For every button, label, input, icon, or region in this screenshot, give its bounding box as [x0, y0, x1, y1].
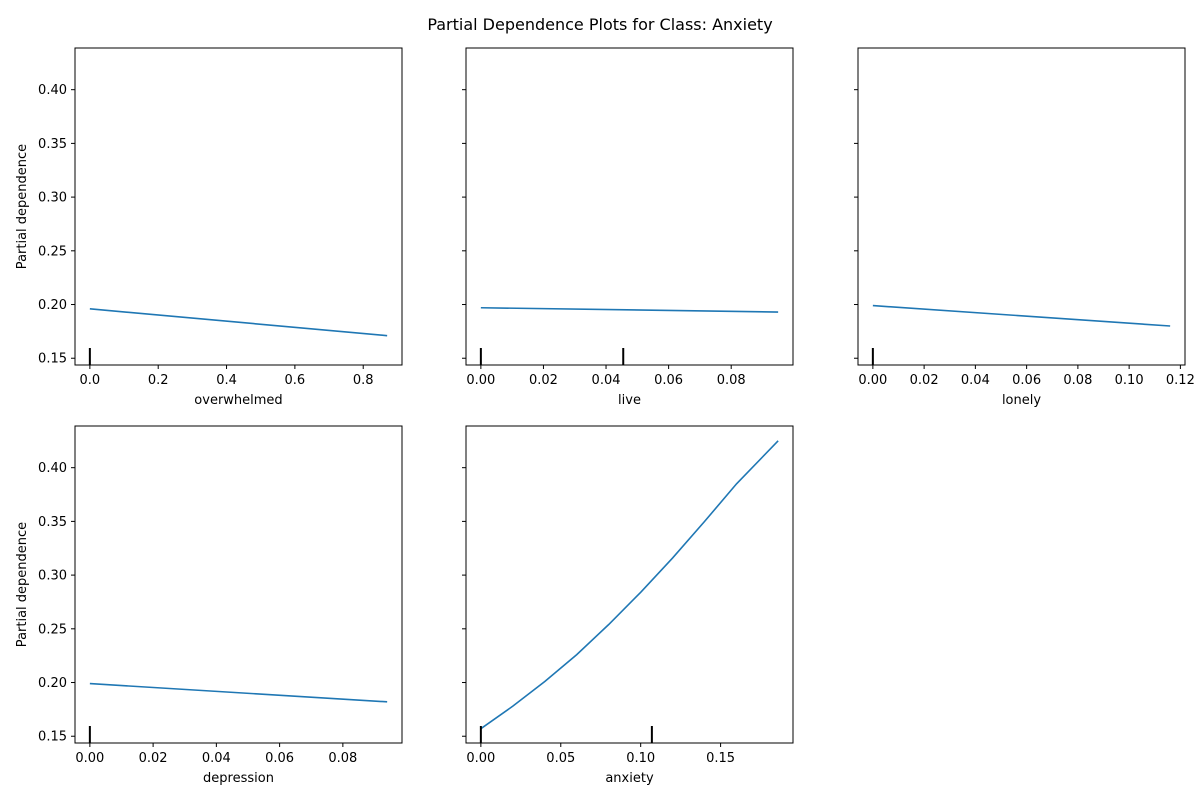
axes-frame [74, 425, 403, 744]
axes-frame [857, 47, 1186, 366]
y-tick-label: 0.35 [38, 137, 67, 152]
x-tick-label: 0.06 [265, 751, 294, 766]
x-tick-label: 0.04 [592, 373, 621, 388]
y-tick-label: 0.30 [38, 569, 67, 584]
x-axis-label: anxiety [605, 771, 654, 786]
x-tick-label: 0.15 [706, 751, 735, 766]
x-axis-label: overwhelmed [194, 393, 282, 408]
x-tick-label: 0.04 [961, 373, 990, 388]
axes-frame [465, 47, 794, 366]
x-tick-label: 0.4 [216, 373, 237, 388]
y-tick-label: 0.40 [38, 461, 67, 476]
x-tick-label: 0.08 [1063, 373, 1092, 388]
x-tick-label: 0.2 [148, 373, 169, 388]
y-axis-label: Partial dependence [15, 522, 30, 647]
x-tick-label: 0.00 [466, 751, 495, 766]
y-tick-label: 0.25 [38, 244, 67, 259]
y-tick-label: 0.40 [38, 83, 67, 98]
x-tick-label: 0.02 [910, 373, 939, 388]
x-tick-label: 0.00 [466, 373, 495, 388]
x-tick-label: 0.10 [1115, 373, 1144, 388]
x-tick-label: 0.00 [75, 751, 104, 766]
subplot-4: 0.00 0.02 0.04 0.06 0.08 0.15 0.20 0.25 0.30 0.35… [15, 425, 403, 786]
y-tick-label: 0.25 [38, 622, 67, 637]
x-tick-label: 0.04 [202, 751, 231, 766]
x-axis-label: depression [203, 771, 274, 786]
x-tick-label: 0.8 [353, 373, 374, 388]
x-axis-label: lonely [1002, 393, 1041, 408]
subplot-grid: 0.0 0.2 0.4 0.6 0.8 0.15 0.20 0.25 0.30 0.35 0.40 o… [15, 47, 1195, 786]
subplot-1: 0.0 0.2 0.4 0.6 0.8 0.15 0.20 0.25 0.30 0.35 0.40 o… [15, 47, 403, 408]
y-tick-label: 0.20 [38, 298, 67, 313]
x-tick-label: 0.08 [328, 751, 357, 766]
pd-line [89, 682, 388, 703]
x-tick-label: 0.06 [1012, 373, 1041, 388]
pd-line [89, 308, 388, 337]
x-tick-label: 0.0 [80, 373, 101, 388]
y-tick-label: 0.15 [38, 352, 67, 367]
y-tick-label: 0.15 [38, 730, 67, 745]
axes-frame [74, 47, 403, 366]
pd-line [872, 304, 1171, 327]
pd-line [480, 440, 779, 730]
axes-frame [465, 425, 794, 744]
y-tick-label: 0.20 [38, 676, 67, 691]
x-tick-label: 0.00 [858, 373, 887, 388]
subplot-2: 0.00 0.02 0.04 0.06 0.08 live [462, 47, 794, 408]
y-tick-label: 0.30 [38, 191, 67, 206]
x-tick-label: 0.10 [626, 751, 655, 766]
figure-title: Partial Dependence Plots for Class: Anxi… [427, 15, 772, 34]
y-tick-label: 0.35 [38, 515, 67, 530]
subplot-5: 0.00 0.05 0.10 0.15 anxiety [462, 425, 794, 786]
x-axis-label: live [618, 393, 641, 408]
x-tick-label: 0.02 [529, 373, 558, 388]
x-tick-label: 0.06 [654, 373, 683, 388]
x-tick-label: 0.6 [285, 373, 306, 388]
x-tick-label: 0.08 [717, 373, 746, 388]
subplot-3: 0.00 0.02 0.04 0.06 0.08 0.10 0.12 lonely [854, 47, 1195, 408]
x-tick-label: 0.05 [546, 751, 575, 766]
pd-line [480, 306, 779, 313]
x-tick-label: 0.12 [1166, 373, 1195, 388]
x-tick-label: 0.02 [139, 751, 168, 766]
y-axis-label: Partial dependence [15, 144, 30, 269]
